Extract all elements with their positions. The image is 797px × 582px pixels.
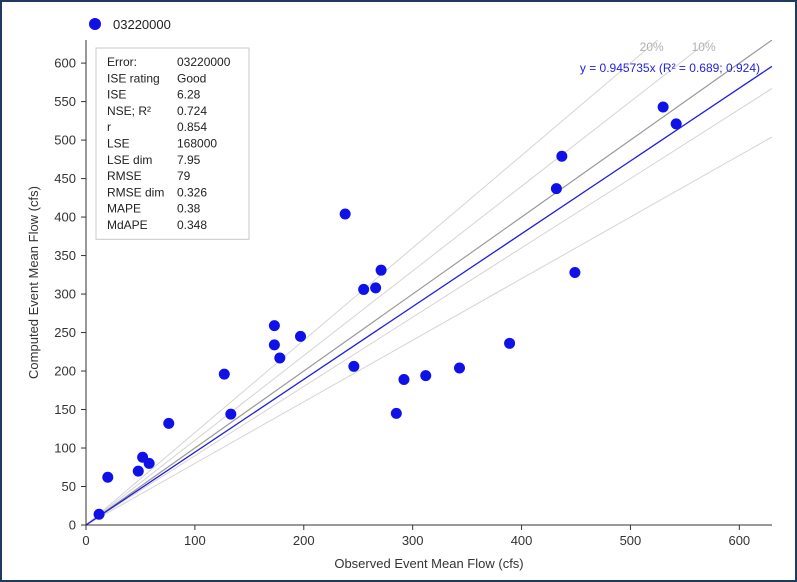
stats-label: NSE; R² (107, 104, 151, 118)
y-tick-label: 200 (54, 364, 76, 379)
stats-table-border (95, 47, 250, 240)
stats-label: MdAPE (107, 218, 148, 232)
stats-label: LSE dim (107, 153, 152, 167)
band-label-ten: 10% (692, 40, 716, 54)
stats-label: LSE (107, 137, 130, 151)
stats-label: ISE rating (107, 71, 160, 85)
data-point (504, 337, 516, 349)
y-tick-label: 500 (54, 133, 76, 148)
stats-table: Error: 03220000 ISE rating Good ISE 6.28 NSE; … (95, 47, 250, 240)
stats-label: RMSE dim (107, 185, 164, 199)
data-point (348, 360, 360, 372)
data-point (102, 471, 114, 483)
stats-value: 6.28 (177, 88, 201, 102)
y-axis-title: Computed Event Mean Flow (cfs) (26, 186, 41, 379)
band-label-twenty: 20% (640, 40, 664, 54)
y-tick-label: 550 (54, 94, 76, 109)
y-tick-label: 400 (54, 210, 76, 225)
y-tick-label: 250 (54, 325, 76, 340)
y-tick-label: 600 (54, 56, 76, 71)
stats-label: RMSE (107, 169, 142, 183)
data-point (163, 417, 175, 429)
x-tick-label: 600 (728, 533, 750, 548)
y-tick-label: 350 (54, 248, 76, 263)
data-point (657, 101, 669, 113)
y-tick-label: 50 (62, 479, 76, 494)
data-point (358, 283, 370, 295)
x-tick-label: 400 (511, 533, 533, 548)
data-point (295, 330, 307, 342)
x-axis-title: Observed Event Mean Flow (cfs) (334, 556, 523, 571)
y-tick-label: 300 (54, 287, 76, 302)
data-point (370, 282, 382, 294)
legend: 03220000 (89, 17, 171, 32)
data-point (556, 150, 568, 162)
legend-marker (89, 18, 101, 30)
data-point (670, 118, 682, 130)
stats-value: Good (177, 71, 206, 85)
data-point (550, 183, 562, 195)
stats-value: 79 (177, 169, 191, 183)
data-point (390, 407, 402, 419)
reference-lines (86, 40, 772, 525)
stats-label: r (107, 120, 111, 134)
data-point (93, 508, 105, 520)
band-line (86, 40, 711, 525)
data-point (398, 374, 410, 385)
data-point (132, 465, 144, 477)
legend-label: 03220000 (113, 17, 171, 32)
band-line (86, 40, 659, 525)
data-point (143, 457, 155, 469)
stats-value: 168000 (177, 137, 217, 151)
data-point (375, 264, 387, 276)
data-point (225, 408, 237, 420)
y-tick-label: 100 (54, 441, 76, 456)
data-point (453, 362, 465, 374)
x-tick-label: 100 (184, 533, 206, 548)
fit-line (86, 65, 772, 525)
identity-line (86, 40, 772, 525)
stats-value: 0.348 (177, 218, 207, 232)
data-point (218, 368, 230, 380)
stats-value: 7.95 (177, 153, 201, 167)
data-points (93, 101, 682, 520)
axes: 0 100 200 300 400 500 600 0 50 100 150 200 250 300 350… (54, 40, 772, 548)
x-tick-label: 200 (293, 533, 315, 548)
stats-label: MAPE (107, 202, 141, 216)
x-tick-label: 500 (620, 533, 642, 548)
stats-value: 0.38 (177, 202, 201, 216)
data-point (339, 208, 351, 220)
data-point (274, 352, 286, 364)
y-tick-label: 0 (69, 518, 76, 533)
fit-equation: y = 0.945735x (R² = 0.689; 0.924) (580, 61, 760, 75)
stats-label: ISE (107, 88, 126, 102)
x-tick-label: 300 (402, 533, 424, 548)
y-tick-label: 150 (54, 402, 76, 417)
stats-value: 03220000 (177, 55, 231, 69)
data-point (268, 320, 280, 332)
data-point (268, 339, 280, 351)
data-point (569, 266, 581, 278)
data-point (420, 370, 432, 382)
stats-value: 0.854 (177, 120, 207, 134)
band-line (86, 136, 772, 525)
band-labels: 20% 10% (640, 40, 716, 54)
stats-value: 0.326 (177, 185, 207, 199)
x-tick-label: 0 (82, 533, 89, 548)
band-line (86, 87, 772, 525)
stats-value: 0.724 (177, 104, 207, 118)
y-tick-label: 450 (54, 171, 76, 186)
stats-label: Error: (107, 55, 137, 69)
